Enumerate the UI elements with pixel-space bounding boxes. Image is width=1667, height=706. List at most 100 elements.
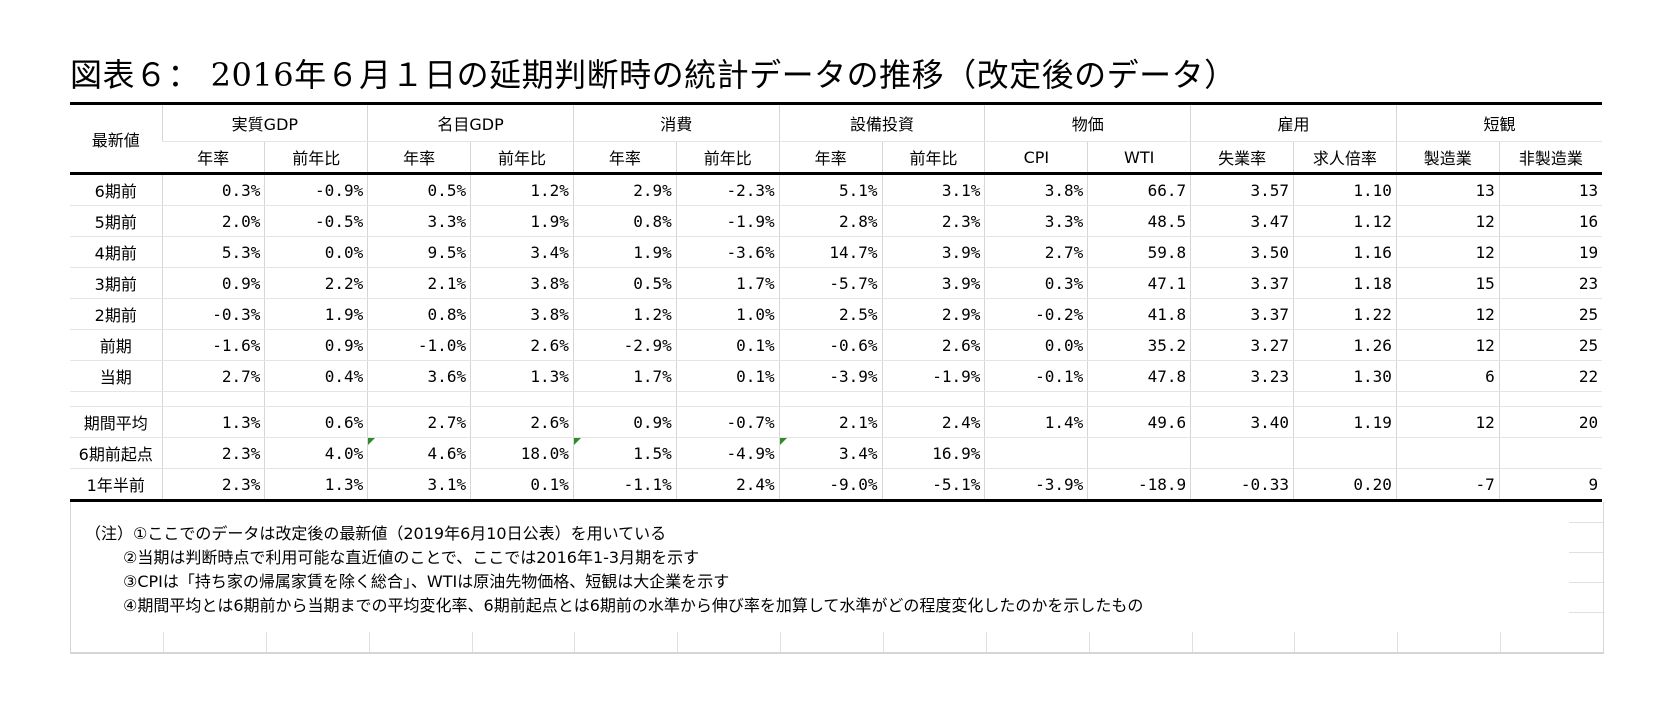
data-cell[interactable]: -0.2% xyxy=(984,298,1088,330)
data-cell[interactable]: 3.37 xyxy=(1190,267,1294,299)
data-cell[interactable]: -9.0% xyxy=(778,468,883,502)
data-cell[interactable]: 1.2% xyxy=(470,173,574,206)
data-cell[interactable]: 2.1% xyxy=(367,267,471,299)
data-cell[interactable]: 2.3% xyxy=(161,468,265,502)
empty-cell[interactable] xyxy=(675,391,780,407)
data-cell[interactable]: 5.1% xyxy=(778,173,883,206)
data-cell[interactable]: 1.16 xyxy=(1293,236,1397,268)
data-cell[interactable]: 12 xyxy=(1395,329,1500,361)
data-cell[interactable]: 47.8 xyxy=(1087,360,1191,392)
data-cell[interactable]: 12 xyxy=(1395,406,1500,438)
data-cell[interactable]: 15 xyxy=(1395,267,1500,299)
row-label[interactable]: 期間平均 xyxy=(70,406,162,438)
data-cell[interactable]: -2.9% xyxy=(572,329,677,361)
data-cell[interactable]: -1.1% xyxy=(572,468,677,502)
data-cell[interactable]: 2.3% xyxy=(881,205,985,237)
data-cell[interactable] xyxy=(1190,437,1294,469)
data-cell[interactable]: 3.4% xyxy=(778,437,883,469)
empty-cell[interactable] xyxy=(1498,391,1603,407)
data-cell[interactable] xyxy=(1293,437,1397,469)
data-cell[interactable]: 1.0% xyxy=(675,298,780,330)
data-cell[interactable]: -0.6% xyxy=(778,329,883,361)
row-label[interactable]: 当期 xyxy=(70,360,162,392)
row-label[interactable]: 4期前 xyxy=(70,236,162,268)
data-cell[interactable]: -1.6% xyxy=(161,329,265,361)
data-cell[interactable]: 1.30 xyxy=(1293,360,1397,392)
row-label[interactable]: 1年半前 xyxy=(70,468,162,502)
data-cell[interactable] xyxy=(1087,437,1191,469)
data-cell[interactable]: 0.3% xyxy=(984,267,1088,299)
empty-cell[interactable] xyxy=(984,391,1088,407)
data-cell[interactable]: -3.9% xyxy=(984,468,1088,502)
data-cell[interactable]: 3.3% xyxy=(984,205,1088,237)
data-cell[interactable]: 3.40 xyxy=(1190,406,1294,438)
data-cell[interactable]: 3.4% xyxy=(470,236,574,268)
data-cell[interactable]: 1.26 xyxy=(1293,329,1397,361)
data-cell[interactable]: 0.6% xyxy=(264,406,368,438)
data-cell[interactable]: 1.3% xyxy=(161,406,265,438)
empty-cell[interactable] xyxy=(1190,391,1294,407)
data-cell[interactable]: 2.7% xyxy=(367,406,471,438)
data-cell[interactable]: 59.8 xyxy=(1087,236,1191,268)
data-cell[interactable]: 3.8% xyxy=(470,267,574,299)
data-cell[interactable]: 2.4% xyxy=(881,406,985,438)
data-cell[interactable]: 3.6% xyxy=(367,360,471,392)
data-cell[interactable]: 3.27 xyxy=(1190,329,1294,361)
data-cell[interactable]: 1.12 xyxy=(1293,205,1397,237)
data-cell[interactable]: 12 xyxy=(1395,298,1500,330)
data-cell[interactable]: 0.9% xyxy=(572,406,677,438)
data-cell[interactable]: 2.4% xyxy=(675,468,780,502)
data-cell[interactable]: 1.2% xyxy=(572,298,677,330)
empty-cell[interactable] xyxy=(572,391,677,407)
data-cell[interactable]: 0.8% xyxy=(572,205,677,237)
data-cell[interactable]: 0.8% xyxy=(367,298,471,330)
data-cell[interactable]: 3.3% xyxy=(367,205,471,237)
data-cell[interactable]: 12 xyxy=(1395,205,1500,237)
data-cell[interactable]: 0.5% xyxy=(572,267,677,299)
row-label[interactable]: 6期前 xyxy=(70,173,162,206)
data-cell[interactable] xyxy=(1395,437,1500,469)
data-cell[interactable]: 25 xyxy=(1498,329,1603,361)
data-cell[interactable]: 2.0% xyxy=(161,205,265,237)
row-label[interactable]: 2期前 xyxy=(70,298,162,330)
data-cell[interactable]: 48.5 xyxy=(1087,205,1191,237)
data-cell[interactable]: 3.9% xyxy=(881,236,985,268)
data-cell[interactable]: 1.4% xyxy=(984,406,1088,438)
data-cell[interactable]: 12 xyxy=(1395,236,1500,268)
data-cell[interactable]: 13 xyxy=(1498,173,1603,206)
data-cell[interactable]: -0.5% xyxy=(264,205,368,237)
empty-cell[interactable] xyxy=(70,391,162,407)
data-cell[interactable]: 3.8% xyxy=(470,298,574,330)
data-cell[interactable]: 2.1% xyxy=(778,406,883,438)
data-cell[interactable]: 19 xyxy=(1498,236,1603,268)
data-cell[interactable]: 3.1% xyxy=(367,468,471,502)
data-cell[interactable]: 0.0% xyxy=(984,329,1088,361)
row-label[interactable]: 3期前 xyxy=(70,267,162,299)
data-cell[interactable]: 1.10 xyxy=(1293,173,1397,206)
data-cell[interactable]: 20 xyxy=(1498,406,1603,438)
data-cell[interactable]: 2.7% xyxy=(161,360,265,392)
data-cell[interactable]: 3.47 xyxy=(1190,205,1294,237)
empty-cell[interactable] xyxy=(1087,391,1191,407)
data-cell[interactable]: -5.1% xyxy=(881,468,985,502)
data-cell[interactable]: -0.3% xyxy=(161,298,265,330)
row-label[interactable]: 5期前 xyxy=(70,205,162,237)
data-cell[interactable]: 2.9% xyxy=(572,173,677,206)
empty-cell[interactable] xyxy=(161,391,265,407)
data-cell[interactable]: -0.9% xyxy=(264,173,368,206)
data-cell[interactable]: 1.9% xyxy=(470,205,574,237)
data-cell[interactable]: -2.3% xyxy=(675,173,780,206)
data-cell[interactable]: 2.7% xyxy=(984,236,1088,268)
data-cell[interactable]: 0.3% xyxy=(161,173,265,206)
data-cell[interactable]: 22 xyxy=(1498,360,1603,392)
data-cell[interactable]: 16.9% xyxy=(881,437,985,469)
data-cell[interactable]: -0.7% xyxy=(675,406,780,438)
data-cell[interactable] xyxy=(1498,437,1603,469)
empty-cell[interactable] xyxy=(1293,391,1397,407)
data-cell[interactable]: 1.3% xyxy=(470,360,574,392)
data-cell[interactable]: 6 xyxy=(1395,360,1500,392)
row-label[interactable]: 前期 xyxy=(70,329,162,361)
data-cell[interactable]: 0.9% xyxy=(264,329,368,361)
data-cell[interactable]: 4.6% xyxy=(367,437,471,469)
data-cell[interactable]: 2.6% xyxy=(470,406,574,438)
